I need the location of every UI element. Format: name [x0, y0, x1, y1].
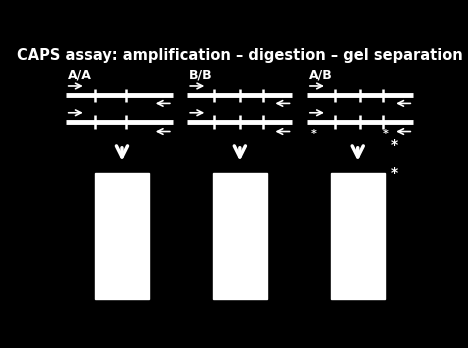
- Bar: [212, 173, 267, 299]
- Text: *: *: [383, 129, 389, 139]
- Text: *: *: [390, 138, 397, 152]
- Text: A/B: A/B: [309, 69, 332, 82]
- Bar: [95, 173, 149, 299]
- Text: CAPS assay: amplification – digestion – gel separation: CAPS assay: amplification – digestion – …: [17, 48, 463, 63]
- Text: *: *: [311, 129, 316, 139]
- Text: B/B: B/B: [189, 69, 212, 82]
- Bar: [330, 173, 385, 299]
- Text: A/A: A/A: [67, 69, 91, 82]
- Text: *: *: [390, 166, 397, 180]
